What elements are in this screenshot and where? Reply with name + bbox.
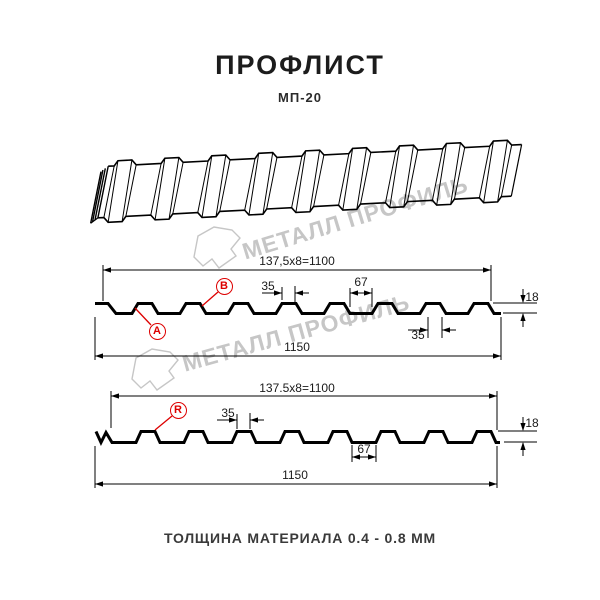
cross-section-bottom-profile <box>94 429 500 446</box>
dim-label-height-18: 18 <box>525 290 539 304</box>
dim-label-total-width: 1150 <box>282 468 308 482</box>
marker-side-a: A <box>148 322 166 340</box>
profile-model-label: МП-20 <box>278 90 322 105</box>
cross-section-top-profile <box>95 302 501 315</box>
profile-3d-view <box>89 139 523 224</box>
dim-label-total-width: 1150 <box>284 340 310 354</box>
material-thickness-note: ТОЛЩИНА МАТЕРИАЛА 0.4 - 0.8 ММ <box>163 530 437 546</box>
dim-label-module-width-top: 137,5x8=1100 <box>259 254 335 268</box>
page-title: ПРОФЛИСТ <box>215 50 385 80</box>
dim-label-valley-67: 67 <box>357 442 371 456</box>
metall-profil-logo <box>131 226 241 391</box>
dim-label-rib-top-35: 35 <box>221 406 235 420</box>
dim-label-rib-top-35: 35 <box>261 279 275 293</box>
dim-label-module-width-bottom: 137.5x8=1100 <box>259 381 335 395</box>
dim-label-rib-bottom-35: 35 <box>411 328 425 342</box>
dim-label-valley-67: 67 <box>354 275 368 289</box>
dim-label-height-18: 18 <box>525 416 539 430</box>
marker-side-r: R <box>169 401 187 419</box>
marker-side-b: B <box>215 277 233 295</box>
